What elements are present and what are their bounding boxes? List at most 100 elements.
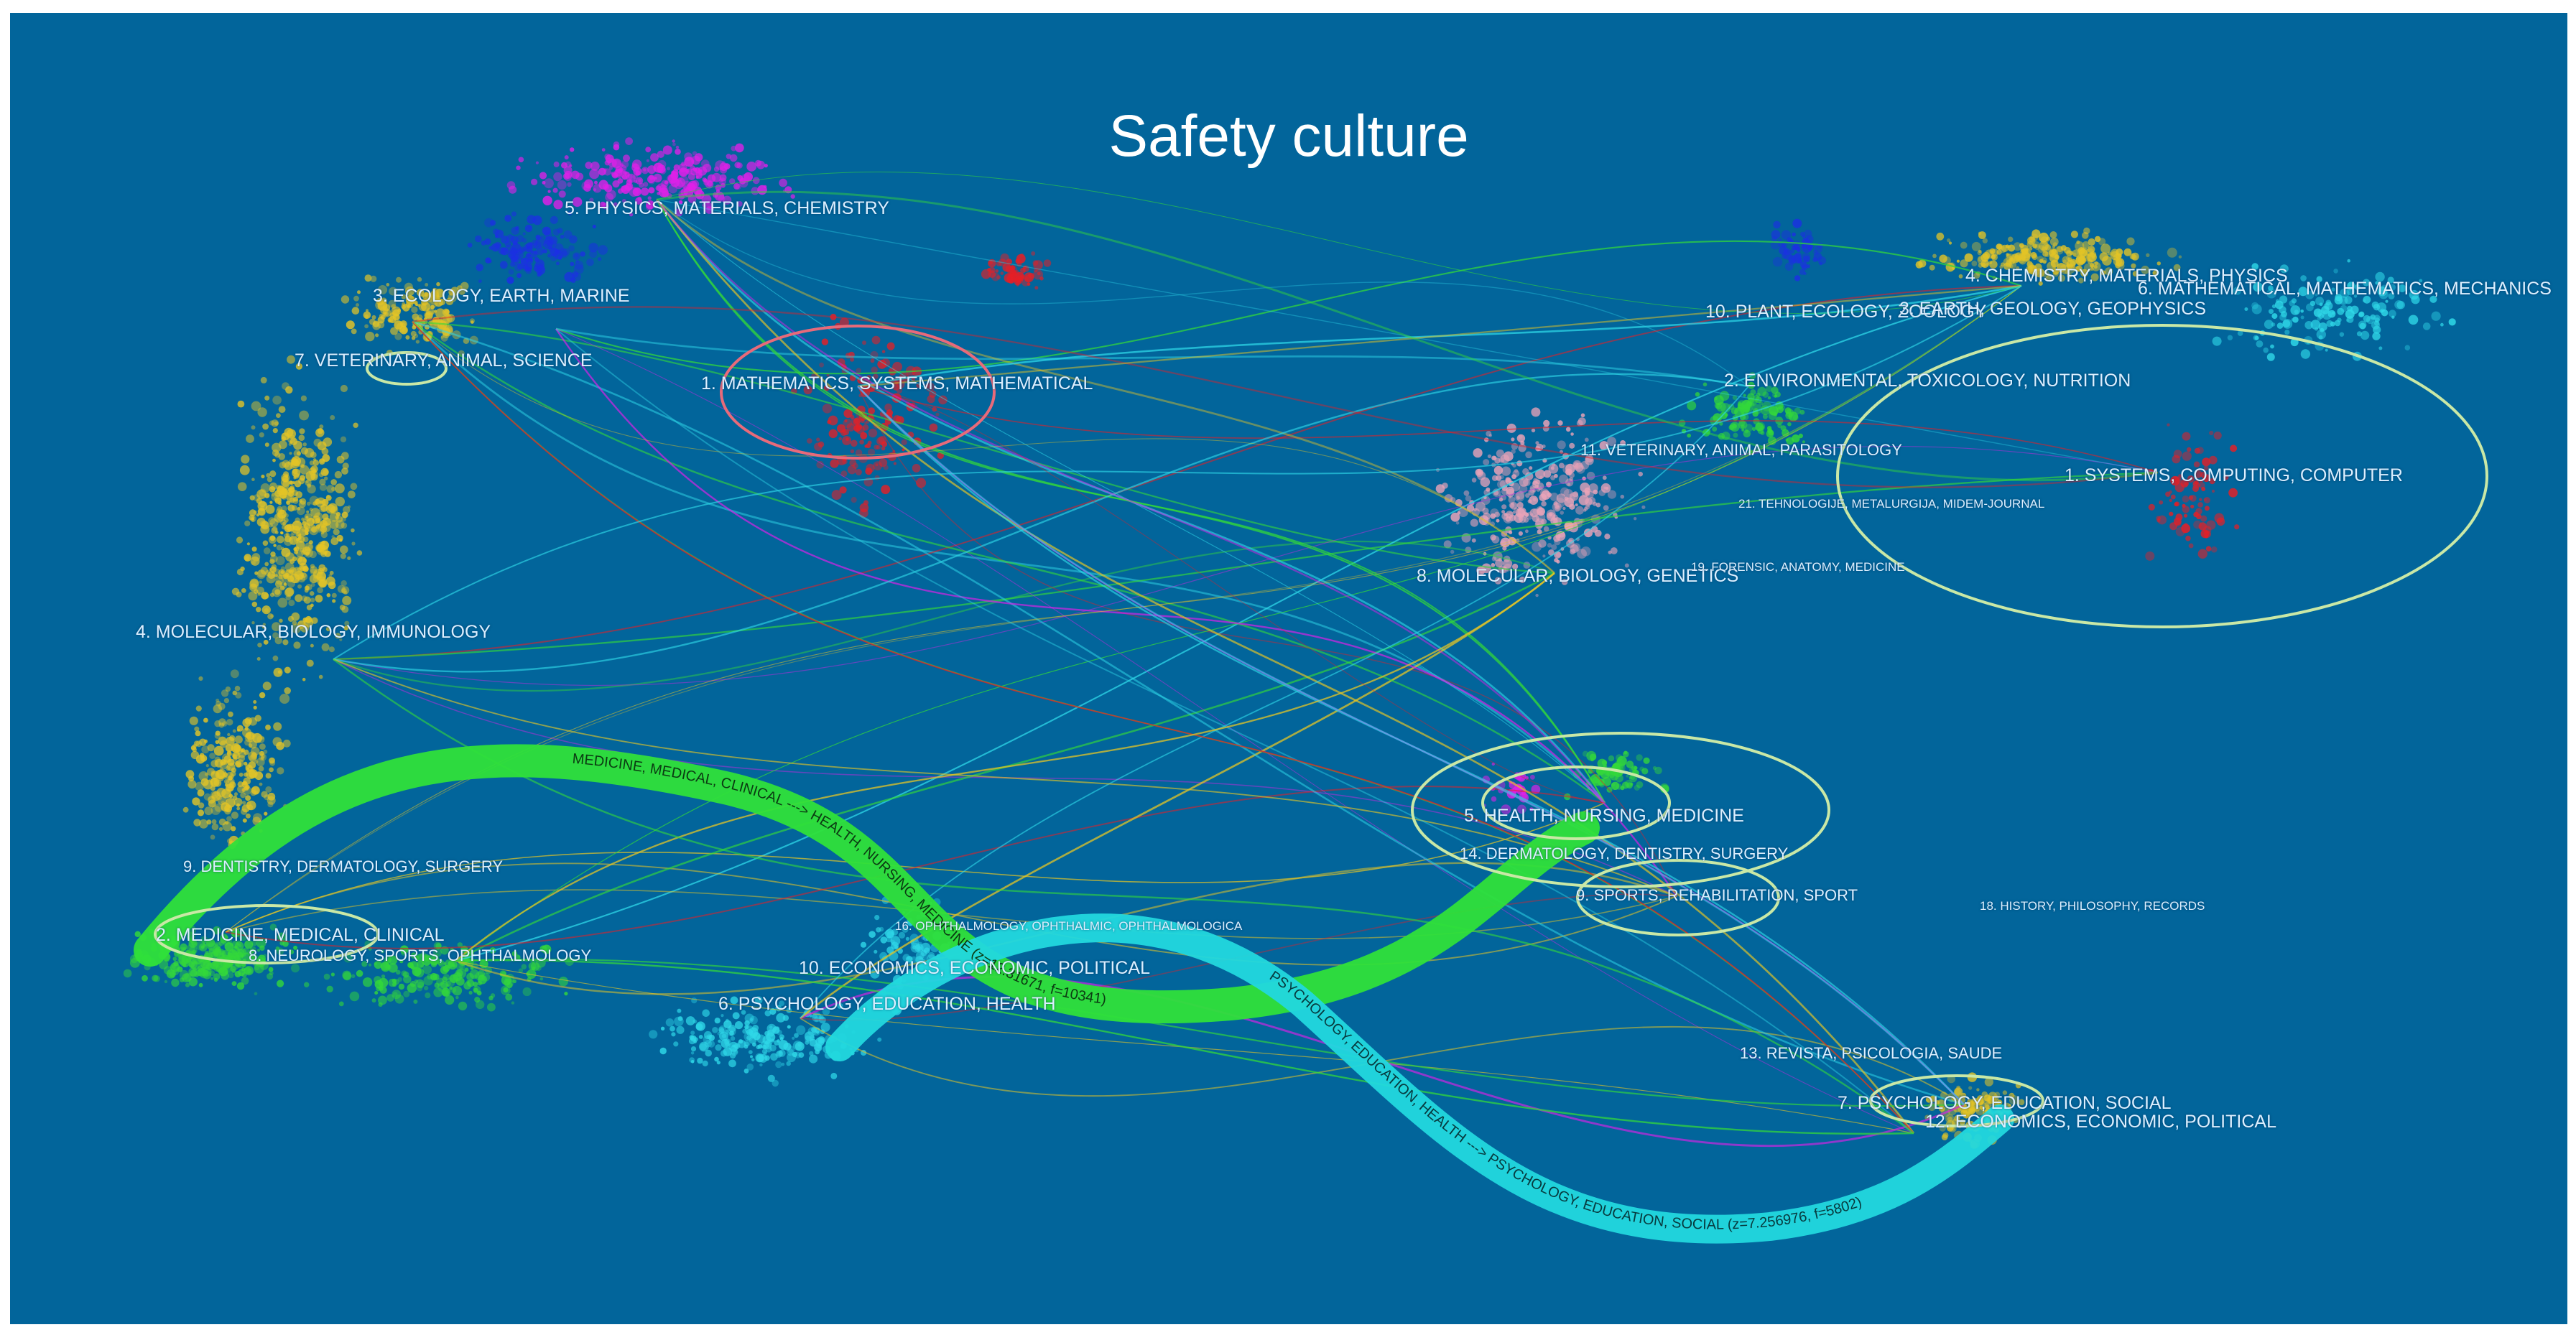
- journal-point: [267, 792, 276, 801]
- journal-point: [289, 485, 295, 490]
- journal-point: [1473, 448, 1483, 458]
- journal-point: [1576, 465, 1585, 474]
- journal-point: [221, 689, 229, 697]
- journal-point: [306, 659, 314, 667]
- journal-point: [402, 327, 408, 334]
- journal-point: [389, 287, 397, 296]
- journal-point: [478, 969, 486, 977]
- journal-point: [221, 801, 226, 805]
- journal-point: [837, 1002, 843, 1009]
- journal-point: [902, 448, 905, 452]
- journal-point: [879, 926, 884, 932]
- journal-point: [646, 200, 655, 210]
- journal-point: [190, 961, 200, 971]
- journal-point: [1039, 276, 1044, 281]
- journal-point: [1575, 506, 1584, 515]
- journal-point: [198, 802, 205, 809]
- journal-point: [285, 587, 295, 597]
- journal-point: [247, 804, 254, 811]
- journal-point: [1023, 265, 1027, 269]
- journal-point: [716, 1061, 721, 1065]
- journal-point: [374, 962, 378, 966]
- journal-point: [702, 1060, 708, 1066]
- journal-point: [225, 744, 233, 753]
- journal-point: [2256, 340, 2264, 348]
- journal-point: [650, 153, 659, 162]
- journal-point: [272, 632, 279, 639]
- journal-point: [535, 237, 546, 248]
- journal-point: [660, 1026, 665, 1031]
- journal-point: [2378, 346, 2383, 350]
- journal-point: [333, 529, 340, 536]
- journal-point: [701, 159, 710, 168]
- journal-point: [266, 473, 271, 478]
- journal-point: [695, 176, 699, 179]
- journal-point: [534, 257, 539, 262]
- journal-point: [411, 336, 416, 340]
- journal-point: [2099, 252, 2108, 261]
- journal-point: [2279, 314, 2287, 321]
- journal-point: [436, 282, 440, 287]
- journal-point: [1024, 274, 1032, 282]
- journal-point: [329, 512, 340, 522]
- journal-point: [310, 508, 320, 518]
- journal-point: [279, 941, 284, 946]
- journal-point: [648, 187, 655, 194]
- journal-point: [1490, 513, 1496, 519]
- journal-point: [870, 350, 879, 359]
- journal-point: [319, 478, 326, 485]
- journal-point: [323, 437, 333, 447]
- journal-point: [1958, 274, 1963, 279]
- journal-point: [567, 210, 573, 215]
- journal-point: [362, 977, 373, 987]
- journal-point: [752, 1025, 759, 1031]
- journal-point: [286, 429, 296, 439]
- journal-point: [564, 992, 568, 996]
- journal-point: [392, 992, 398, 997]
- journal-point: [1569, 442, 1575, 449]
- journal-point: [244, 761, 248, 766]
- journal-point: [241, 972, 247, 978]
- journal-point: [786, 1061, 791, 1066]
- journal-point: [1787, 422, 1792, 427]
- journal-point: [1643, 757, 1650, 764]
- journal-point: [1537, 507, 1546, 516]
- journal-point: [1616, 783, 1622, 790]
- journal-point: [731, 145, 736, 152]
- journal-point: [279, 509, 284, 515]
- journal-point: [1641, 768, 1649, 775]
- journal-point: [257, 407, 267, 417]
- journal-point: [244, 966, 254, 976]
- journal-point: [197, 789, 205, 797]
- journal-point: [1575, 503, 1578, 507]
- journal-point: [1505, 516, 1511, 522]
- journal-point: [1766, 429, 1774, 438]
- journal-point: [1755, 422, 1764, 432]
- journal-point: [750, 1055, 753, 1058]
- journal-point: [752, 1042, 756, 1047]
- journal-point: [267, 973, 274, 980]
- journal-point: [254, 571, 259, 575]
- journal-point: [421, 299, 428, 306]
- journal-point: [319, 424, 324, 429]
- journal-point: [884, 403, 892, 411]
- journal-point: [672, 139, 675, 143]
- journal-point: [1589, 753, 1597, 760]
- journal-point: [1009, 265, 1017, 274]
- journal-point: [547, 253, 552, 258]
- journal-point: [326, 485, 335, 493]
- journal-point: [303, 596, 311, 604]
- journal-point: [416, 954, 425, 962]
- journal-point: [210, 771, 220, 780]
- journal-point: [192, 747, 197, 753]
- journal-point: [2263, 347, 2269, 353]
- journal-point: [320, 531, 325, 535]
- journal-point: [752, 177, 760, 185]
- journal-point: [853, 417, 861, 424]
- journal-point: [397, 977, 402, 982]
- journal-point: [205, 773, 208, 776]
- journal-point: [254, 771, 264, 781]
- journal-point: [445, 959, 454, 969]
- journal-point: [309, 550, 317, 559]
- journal-point: [1733, 432, 1738, 438]
